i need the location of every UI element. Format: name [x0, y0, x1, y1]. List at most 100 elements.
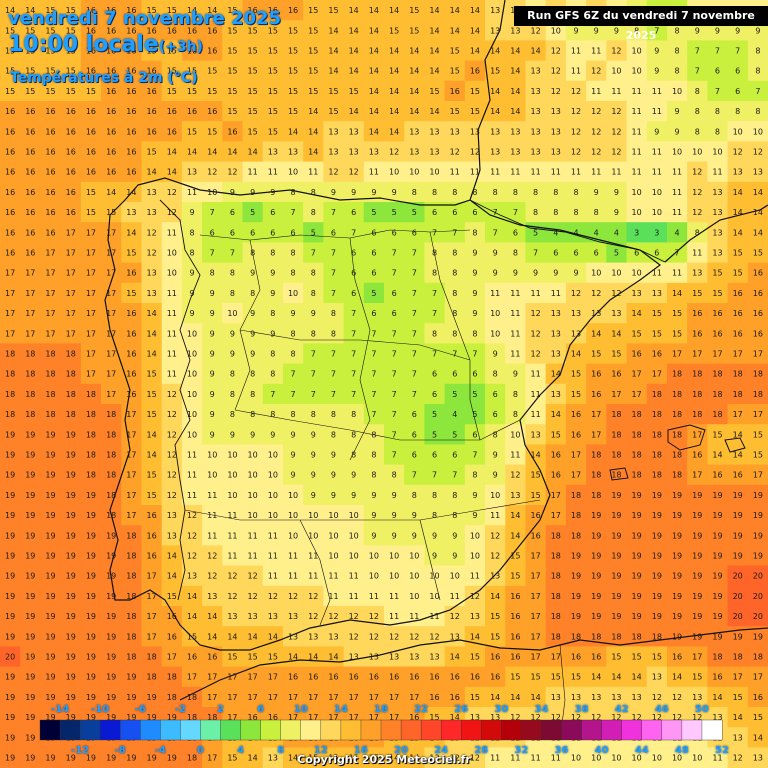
temperature-value: 17	[530, 632, 540, 641]
temperature-value: 6	[291, 228, 296, 237]
temperature-value: 13	[652, 289, 662, 298]
temperature-value: 18	[632, 430, 642, 439]
temperature-value: 11	[530, 168, 540, 177]
temperature-value: 12	[733, 148, 743, 157]
temperature-value: 15	[551, 673, 561, 682]
temperature-value: 17	[106, 228, 116, 237]
temperature-value: 16	[126, 107, 136, 116]
temperature-value: 9	[371, 188, 376, 197]
temperature-value: 14	[450, 26, 460, 35]
temperature-value: 15	[146, 370, 156, 379]
temperature-cell	[707, 262, 729, 284]
temperature-value: 19	[591, 592, 601, 601]
temperature-value: 17	[86, 249, 96, 258]
temperature-cell	[40, 565, 62, 587]
temperature-cell	[40, 303, 62, 324]
temperature-cell	[262, 141, 284, 163]
temperature-cell	[80, 141, 102, 163]
temperature-value: 10	[409, 592, 419, 601]
temperature-value: 10	[308, 531, 318, 540]
temperature-value: 12	[167, 208, 177, 217]
temperature-value: 15	[227, 107, 237, 116]
temperature-cell	[343, 0, 365, 21]
temperature-value: 7	[331, 289, 336, 298]
temperature-value: 19	[86, 713, 96, 722]
temperature-value: 8	[311, 269, 316, 278]
temperature-cell	[40, 242, 62, 264]
temperature-value: 5	[533, 228, 538, 237]
temperature-cell	[666, 262, 688, 284]
temperature-value: 18	[571, 632, 581, 641]
temperature-value: 17	[106, 269, 116, 278]
temperature-value: 13	[530, 148, 540, 157]
temperature-value: 15	[5, 87, 15, 96]
temperature-value: 8	[291, 329, 296, 338]
temperature-value: 13	[450, 632, 460, 641]
temperature-value: 8	[412, 491, 417, 500]
temperature-value: 8	[594, 208, 599, 217]
temperature-value: 7	[412, 269, 417, 278]
temperature-value: 7	[311, 249, 316, 258]
temperature-value: 19	[672, 612, 682, 621]
temperature-value: 15	[146, 148, 156, 157]
temperature-value: 7	[735, 47, 740, 56]
temperature-value: 9	[614, 208, 619, 217]
temperature-value: 14	[490, 87, 500, 96]
temperature-value: 9	[452, 531, 457, 540]
temperature-value: 19	[45, 451, 55, 460]
temperature-value: 10	[268, 511, 278, 520]
temperature-value: 7	[412, 370, 417, 379]
temperature-value: 15	[268, 653, 278, 662]
temperature-value: 12	[369, 632, 379, 641]
temperature-cell	[60, 60, 82, 82]
temperature-cell	[60, 383, 82, 405]
temperature-value: 10	[632, 269, 642, 278]
temperature-value: 19	[25, 552, 35, 561]
temperature-cell	[747, 323, 768, 344]
temperature-value: 8	[250, 289, 255, 298]
temperature-value: 8	[533, 208, 538, 217]
temperature-value: 15	[753, 430, 763, 439]
temperature-cell	[424, 141, 446, 163]
temperature-value: 15	[207, 87, 217, 96]
temperature-value: 14	[611, 329, 621, 338]
temperature-value: 8	[311, 208, 316, 217]
temperature-value: 9	[472, 511, 477, 520]
temperature-cell	[202, 80, 223, 102]
temperature-value: 17	[611, 390, 621, 399]
temperature-value: 13	[490, 713, 500, 722]
temperature-value: 16	[591, 653, 601, 662]
temperature-value: 17	[25, 269, 35, 278]
temperature-value: 19	[753, 552, 763, 561]
temperature-value: 11	[551, 733, 561, 742]
temperature-value: 7	[331, 208, 336, 217]
temperature-value: 18	[611, 410, 621, 419]
temperature-value: 6	[230, 208, 235, 217]
temperature-cell	[0, 121, 21, 142]
temperature-cell	[303, 141, 324, 163]
temperature-value: 18	[611, 430, 621, 439]
temperature-value: 19	[5, 673, 15, 682]
temperature-value: 18	[106, 451, 116, 460]
temperature-value: 19	[25, 451, 35, 460]
temperature-value: 7	[331, 350, 336, 359]
temperature-value: 9	[614, 188, 619, 197]
temperature-cell	[262, 121, 284, 142]
temperature-value: 17	[86, 269, 96, 278]
temperature-value: 8	[452, 491, 457, 500]
temperature-value: 17	[106, 249, 116, 258]
temperature-cell	[222, 0, 244, 21]
temperature-value: 4	[614, 228, 619, 237]
temperature-value: 12	[349, 632, 359, 641]
temperature-value: 19	[167, 713, 177, 722]
temperature-value: 13	[470, 127, 480, 136]
temperature-value: 16	[409, 713, 419, 722]
temperature-value: 15	[733, 269, 743, 278]
temperature-value: 9	[392, 531, 397, 540]
temperature-cell	[181, 60, 203, 82]
temperature-cell	[202, 121, 223, 142]
temperature-value: 14	[126, 228, 136, 237]
temperature-value: 17	[551, 511, 561, 520]
temperature-cell	[60, 161, 82, 183]
temperature-value: 9	[189, 289, 194, 298]
